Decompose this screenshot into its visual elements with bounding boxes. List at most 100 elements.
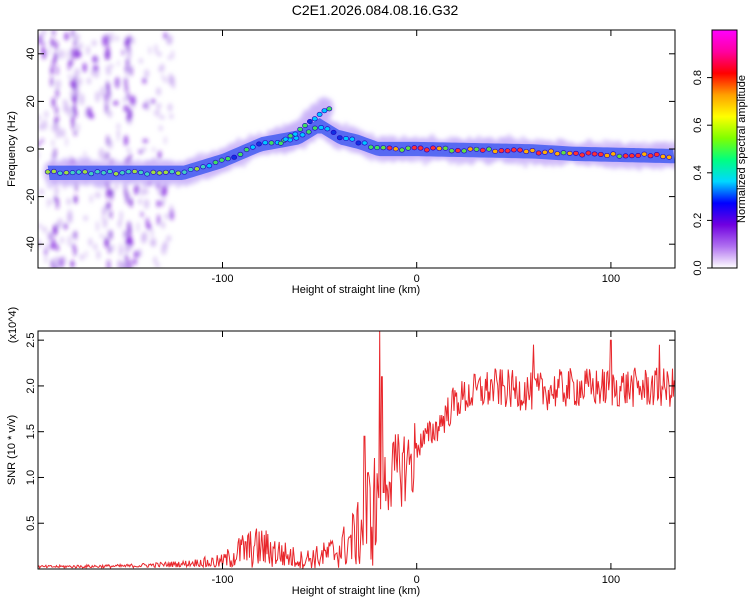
noise-blob (133, 184, 139, 196)
noise-streak (107, 48, 111, 59)
noise-blob (122, 261, 126, 268)
noise-blob (85, 250, 88, 259)
noise-streak (54, 117, 58, 127)
noise-blob (66, 197, 71, 206)
y-tick-label: -40 (25, 236, 37, 252)
noise-blob (54, 184, 59, 196)
noise-blob (145, 217, 149, 229)
noise-blob (138, 58, 143, 64)
noise-blob (79, 254, 85, 261)
ridge-peak (386, 145, 393, 151)
ridge-peak (51, 168, 57, 174)
ridge-peak (616, 153, 623, 159)
noise-streak (106, 88, 110, 97)
noise-streak (71, 95, 75, 102)
ridge-peak (423, 147, 430, 153)
ridge-peak (305, 129, 312, 135)
noise-streak (107, 259, 111, 268)
noise-streak (73, 74, 77, 86)
noise-blob (156, 200, 161, 208)
noise-blob (92, 65, 99, 71)
ridge-peak (302, 123, 308, 129)
noise-streak (128, 35, 132, 42)
noise-blob (51, 139, 55, 147)
noise-blob (68, 59, 71, 72)
ridge-peak (367, 144, 374, 150)
noise-blob (161, 73, 164, 80)
noise-blob (167, 55, 171, 60)
colorbar: 0.0 0.2 0.4 0.6 0.8 Normalized spectral ampl… (692, 29, 748, 276)
noise-streak (129, 65, 133, 77)
noise-blob (44, 248, 47, 256)
noise-blob (126, 147, 131, 153)
noise-streak (71, 114, 75, 124)
noise-blob (93, 243, 98, 251)
noise-streak (74, 48, 78, 60)
noise-blob (105, 67, 112, 76)
ridge-peak (610, 151, 617, 157)
ridge-peak (318, 125, 325, 131)
noise-streak (129, 199, 133, 208)
noise-streak (52, 58, 56, 68)
noise-streak (109, 210, 113, 219)
noise-blob (95, 91, 100, 103)
noise-blob (162, 197, 166, 203)
ridge-peak (94, 169, 101, 175)
noise-blob (86, 45, 90, 54)
ridge-peak (200, 164, 206, 170)
noise-blob (66, 49, 69, 60)
noise-blob (38, 239, 42, 249)
snr-x-label: Height of straight line (km) (292, 585, 420, 597)
noise-blob (58, 49, 65, 60)
ridge-peak (411, 145, 418, 151)
noise-blob (59, 128, 66, 138)
ridge-peak (282, 136, 289, 142)
noise-blob (88, 237, 93, 247)
noise-blob (44, 255, 48, 264)
noise-blob (109, 31, 114, 43)
ridge-peak (100, 170, 107, 176)
noise-blob (96, 220, 99, 232)
noise-streak (128, 259, 132, 268)
ridge-peak (523, 149, 530, 155)
ridge-peak (479, 147, 486, 153)
noise-blob (143, 102, 148, 109)
noise-blob (83, 215, 88, 221)
ridge-peak (399, 147, 405, 153)
noise-streak (55, 243, 59, 252)
heatmap-x-label: Height of straight line (km) (292, 284, 420, 296)
noise-blob (117, 219, 122, 229)
noise-streak (126, 44, 130, 52)
noise-streak (72, 104, 76, 114)
ridge-peak (156, 170, 163, 176)
ridge-peak (138, 169, 144, 175)
ridge-peak (212, 159, 219, 165)
noise-blob (117, 130, 120, 142)
noise-blob (143, 198, 150, 209)
ridge-peak (75, 169, 82, 175)
noise-blob (144, 69, 150, 78)
ridge-peak (604, 153, 610, 159)
noise-blob (166, 235, 172, 242)
noise-blob (150, 228, 154, 238)
noise-blob (115, 35, 120, 42)
ridge-peak (660, 154, 666, 160)
noise-blob (107, 110, 113, 118)
ridge-peak (231, 154, 238, 160)
noise-blob (140, 188, 143, 197)
noise-blob (60, 255, 67, 266)
noise-streak (125, 36, 129, 46)
noise-blob (77, 77, 83, 86)
noise-streak (128, 226, 132, 238)
ridge-peak (666, 154, 673, 160)
heatmap-y-label: Frequency (Hz) (6, 111, 18, 187)
ridge-peak (113, 171, 119, 177)
ridge-peak (326, 106, 333, 112)
ridge-peak (256, 141, 262, 147)
noise-blob (156, 103, 162, 108)
ridge-peak (311, 116, 318, 122)
ridge-peak (498, 148, 505, 154)
noise-blob (148, 46, 152, 55)
noise-streak (105, 102, 109, 115)
noise-streak (126, 92, 130, 101)
